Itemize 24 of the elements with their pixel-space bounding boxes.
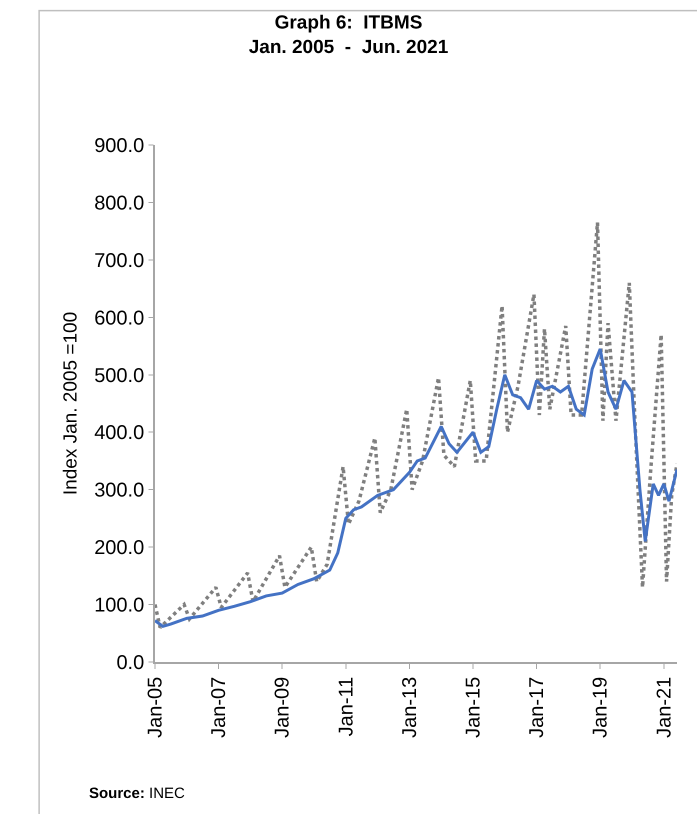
x-tick-label: Jan-19 <box>590 676 612 738</box>
source-note: Source: INEC <box>89 785 186 802</box>
x-tick-label: Jan-17 <box>526 676 548 738</box>
x-tick-label: Jan-07 <box>208 676 230 738</box>
line-series <box>155 220 677 630</box>
line-series <box>155 347 677 628</box>
x-tick-label: Jan-11 <box>335 676 358 736</box>
x-tick-label: Jan-21 <box>653 676 676 738</box>
y-tick-label: 700.0 <box>94 250 144 272</box>
y-tick-label: 0.0 <box>116 652 144 674</box>
y-tick-label: 200.0 <box>94 537 144 560</box>
chart-title: Graph 6: ITBMS Jan. 2005 - Jun. 2021 <box>248 12 449 58</box>
y-tick-label: 600.0 <box>94 307 144 330</box>
y-axis-title: Index Jan. 2005 =100 <box>60 312 82 496</box>
y-tick-label: 400.0 <box>94 422 144 444</box>
y-tick-label: 300.0 <box>94 480 144 502</box>
y-tick-label: 500.0 <box>94 364 144 387</box>
y-tick-label: 900.0 <box>94 135 144 157</box>
y-tick-label: 100.0 <box>94 594 144 617</box>
x-tick-label: Jan-15 <box>462 676 484 738</box>
x-tick-label: Jan-05 <box>144 676 166 738</box>
x-tick-label: Jan-13 <box>398 676 421 738</box>
x-tick-label: Jan-09 <box>272 676 294 738</box>
y-tick-label: 800.0 <box>94 192 144 214</box>
